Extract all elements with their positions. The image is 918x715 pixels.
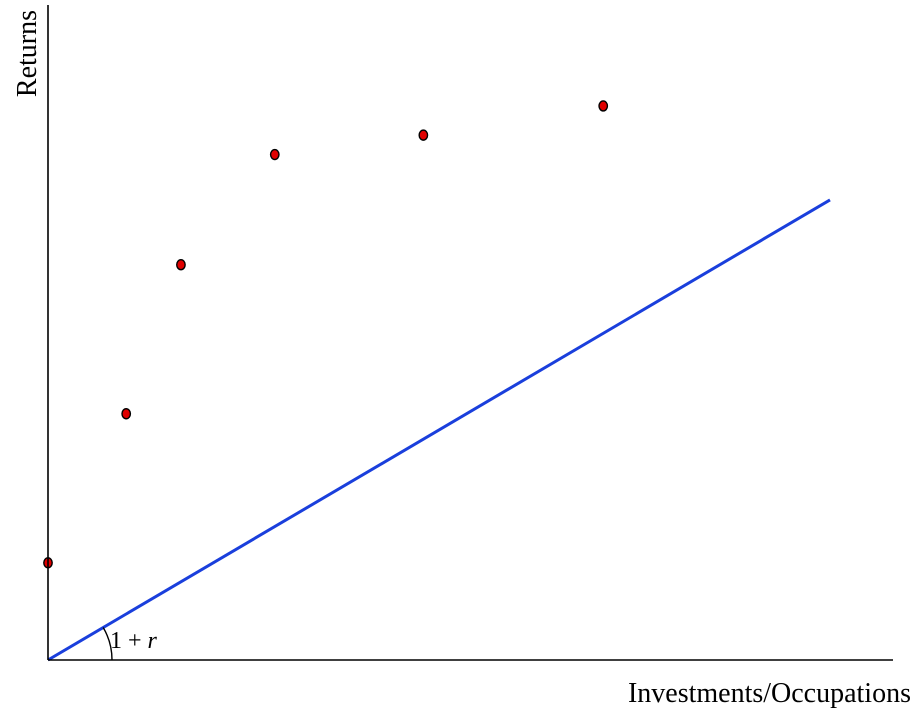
slope-annotation-base: 1 +: [110, 628, 148, 654]
slope-annotation: 1 + r: [110, 628, 158, 654]
data-point-3: [176, 259, 186, 271]
data-point-4: [269, 148, 280, 161]
y-axis-label: Returns: [12, 10, 43, 97]
plot-area: [43, 100, 831, 662]
slope-annotation-variable: r: [148, 628, 158, 654]
slope-angle-arc: [102, 627, 113, 661]
data-point-2: [121, 408, 132, 420]
reference-line: [47, 198, 831, 662]
data-point-5: [418, 129, 429, 141]
x-axis-label: Investments/Occupations: [628, 678, 911, 709]
data-point-6: [598, 100, 609, 112]
